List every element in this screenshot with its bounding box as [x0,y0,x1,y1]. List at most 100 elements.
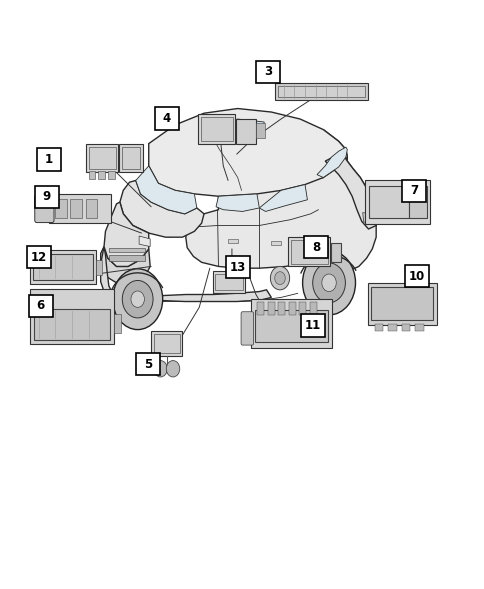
Bar [30,289,114,344]
Text: 11: 11 [304,319,320,332]
Bar [121,147,140,169]
Bar [151,332,182,356]
Bar [198,114,235,144]
Polygon shape [215,194,259,211]
Circle shape [166,360,180,377]
Bar [214,274,242,290]
Text: 10: 10 [408,270,424,283]
Bar [34,309,110,339]
Bar [70,198,82,219]
Polygon shape [101,247,271,315]
Text: 7: 7 [409,184,417,197]
Circle shape [112,269,162,330]
Bar [107,170,114,178]
Bar [200,117,232,141]
Circle shape [270,266,289,290]
Polygon shape [325,154,376,229]
Bar [236,119,256,144]
Bar [251,299,331,348]
Bar [267,302,274,315]
Circle shape [131,291,144,307]
Text: 4: 4 [163,112,171,125]
Circle shape [122,280,153,318]
Polygon shape [259,184,307,211]
Circle shape [274,272,285,284]
Polygon shape [209,119,264,135]
Text: 13: 13 [229,260,245,273]
Bar [30,250,96,284]
Circle shape [302,251,355,315]
Bar [371,287,433,320]
Bar [255,310,327,342]
Bar [96,260,102,276]
Bar [408,186,426,219]
Bar [153,335,180,353]
Polygon shape [317,147,347,177]
Bar [364,180,429,224]
Bar [367,283,437,325]
Bar [89,170,95,178]
Bar [287,237,330,266]
Polygon shape [271,241,280,245]
Polygon shape [139,236,150,247]
Text: 5: 5 [143,358,151,370]
Bar [368,186,408,219]
Bar [225,256,249,278]
Bar [277,302,285,315]
Bar [114,314,121,333]
Bar [98,170,105,178]
Bar [136,353,159,375]
Bar [299,302,306,315]
Bar [277,86,364,97]
Bar [89,147,116,169]
Bar [303,236,327,258]
Text: 12: 12 [31,250,47,263]
Polygon shape [101,247,150,284]
Polygon shape [108,248,145,253]
Polygon shape [227,239,237,243]
Bar [301,315,325,336]
Bar [404,265,428,287]
Bar [401,324,409,331]
Polygon shape [120,180,204,237]
Bar [86,198,97,219]
Bar [414,324,423,331]
FancyBboxPatch shape [35,194,54,223]
FancyBboxPatch shape [241,312,253,345]
Polygon shape [362,213,373,223]
Bar [274,83,367,100]
Text: 6: 6 [36,299,45,312]
Bar [374,324,382,331]
Text: 1: 1 [45,153,53,166]
Bar [37,148,60,170]
Bar [155,107,179,130]
Bar [27,246,51,268]
Bar [119,144,142,171]
Bar [288,302,295,315]
Polygon shape [149,108,347,196]
Circle shape [321,274,335,292]
Bar [35,186,59,208]
Bar [331,243,340,262]
Bar [257,302,264,315]
Text: 9: 9 [43,190,51,203]
Bar [387,324,396,331]
Text: 8: 8 [311,241,319,254]
Bar [48,194,111,223]
Bar [256,61,279,83]
Bar [256,123,264,138]
Bar [401,180,425,202]
Polygon shape [104,202,149,266]
Bar [33,253,93,280]
Bar [29,294,52,317]
Circle shape [312,263,345,303]
Bar [309,302,317,315]
Polygon shape [185,130,376,274]
Polygon shape [108,254,145,260]
Bar [55,198,66,219]
Bar [290,240,327,263]
Polygon shape [136,166,197,214]
Text: 3: 3 [263,65,272,78]
Circle shape [153,360,167,377]
Bar [86,144,118,171]
